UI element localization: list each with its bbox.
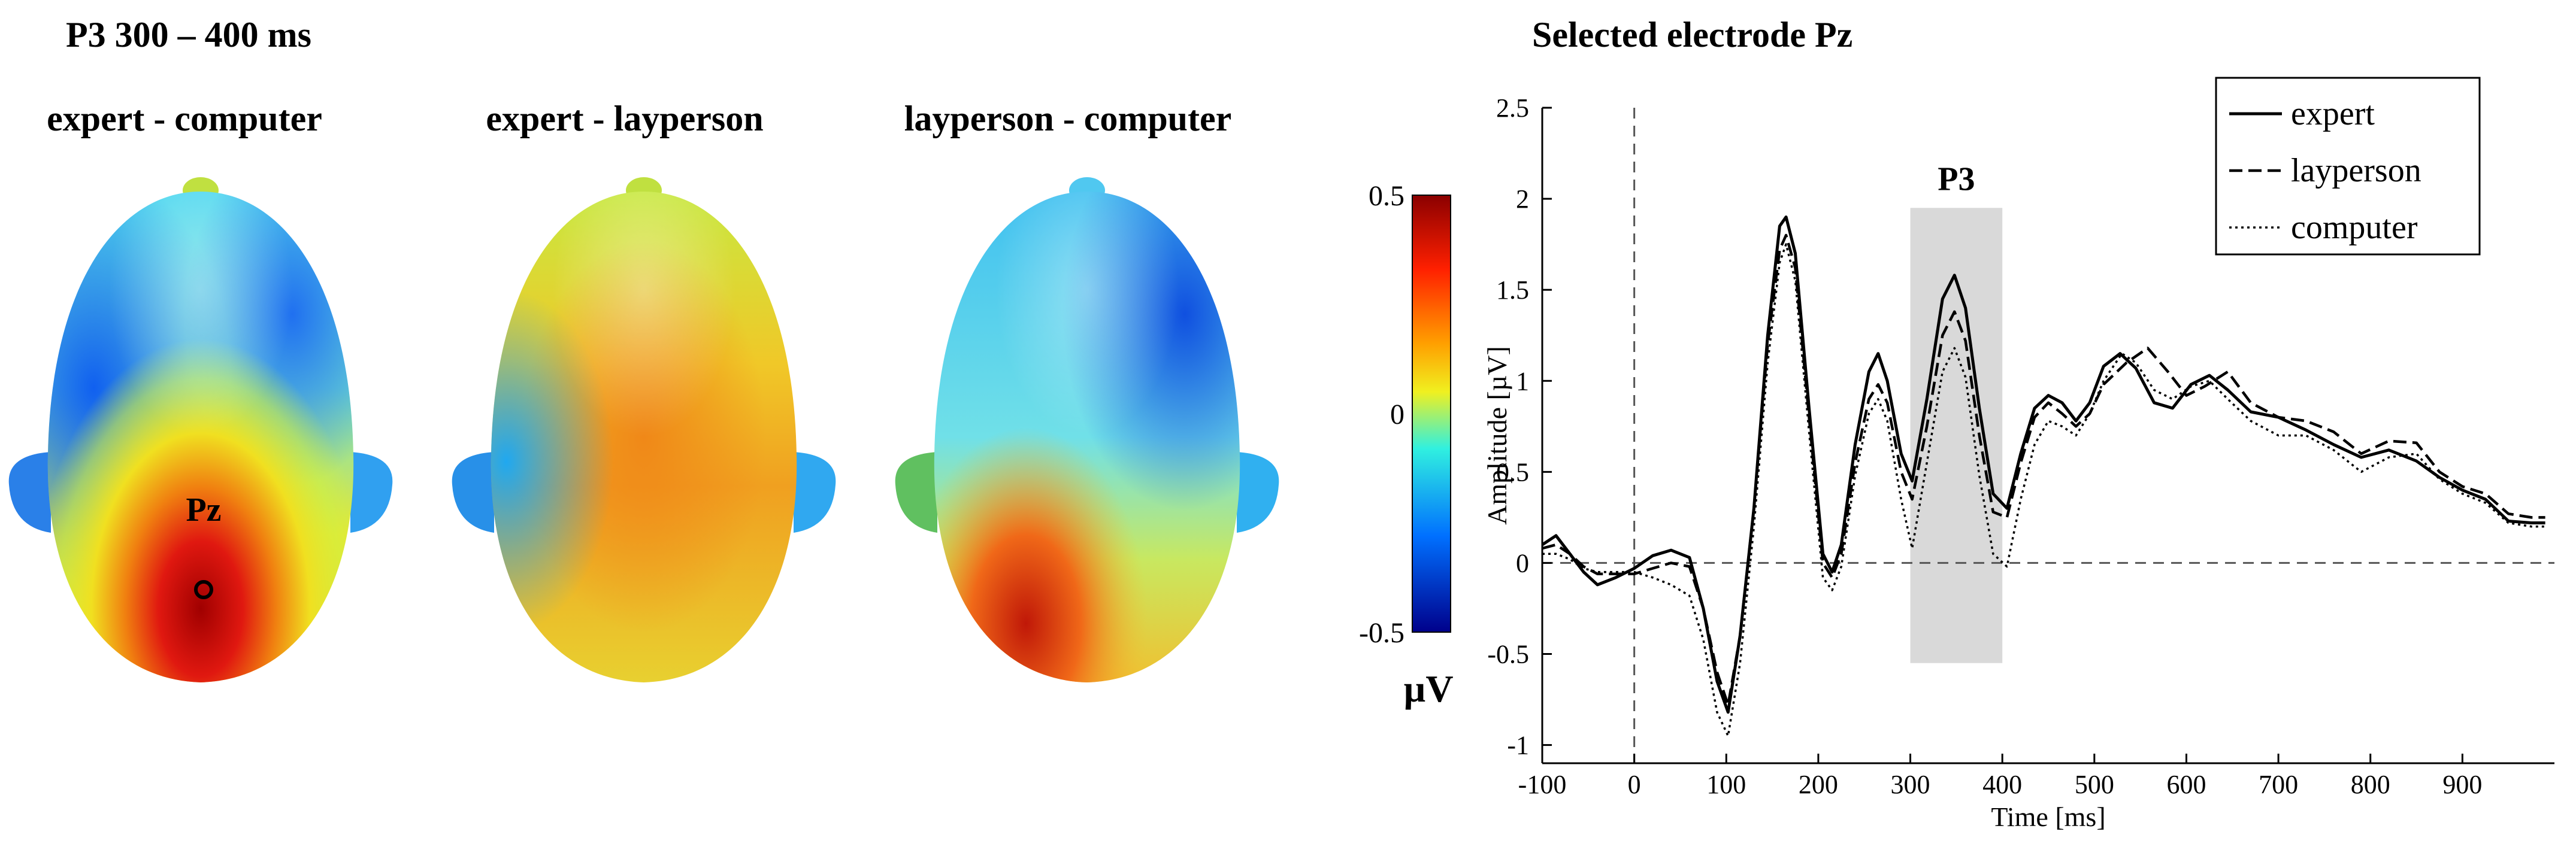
left-ear xyxy=(8,452,51,533)
x-tick-label: 800 xyxy=(2351,770,2390,799)
colorbar: 0.5 0 -0.5 µV xyxy=(1359,180,1454,710)
right-ear xyxy=(350,452,393,533)
x-tick-label: 0 xyxy=(1628,770,1641,799)
x-tick-label: 400 xyxy=(1982,770,2022,799)
legend: expert layperson computer xyxy=(2215,77,2481,256)
left-ear xyxy=(895,452,937,533)
colorbar-tick-zero: 0 xyxy=(1390,399,1404,430)
x-tick-label: 600 xyxy=(2166,770,2206,799)
legend-label-computer: computer xyxy=(2291,209,2418,246)
right-ear xyxy=(794,452,836,533)
series-line-computer xyxy=(1542,243,2545,737)
left-ear xyxy=(452,452,494,533)
x-tick-label: 300 xyxy=(1891,770,1930,799)
head-map-expert-computer: Pz xyxy=(8,177,393,682)
legend-label-layperson: layperson xyxy=(2291,152,2421,189)
x-tick-label: 900 xyxy=(2442,770,2482,799)
y-tick-label: -0.5 xyxy=(1487,640,1529,669)
colorbar-tick-max: 0.5 xyxy=(1369,180,1404,212)
series-layer xyxy=(1541,215,2545,737)
y-tick-label: 2.5 xyxy=(1496,93,1529,123)
series-line-layperson xyxy=(1542,233,2545,706)
y-tick-label: 1.5 xyxy=(1496,275,1529,305)
legend-label-expert: expert xyxy=(2291,95,2375,132)
x-tick-label: 200 xyxy=(1799,770,1838,799)
map-label-expert-computer: expert - computer xyxy=(47,99,322,138)
x-tick-label: 700 xyxy=(2259,770,2298,799)
electrode-marker-pz xyxy=(194,580,213,599)
colorbar-scale xyxy=(1412,195,1451,633)
chart-title: Selected electrode Pz xyxy=(1532,15,1852,54)
map-label-expert-layperson: expert - layperson xyxy=(486,99,763,138)
y-tick-label: 1 xyxy=(1516,366,1529,396)
reference-lines xyxy=(1542,108,2554,763)
axes: -1 -0.5 0 0.5 1 1.5 2 2.5 -100 0 100 200 300 400 500 60… xyxy=(1487,93,2554,799)
y-tick-label: 0 xyxy=(1516,548,1529,578)
p3-window-label: P3 xyxy=(1938,160,1975,198)
map-label-layperson-computer: layperson - computer xyxy=(904,99,1232,138)
head-map-layperson-computer xyxy=(895,177,1279,682)
right-ear xyxy=(1237,452,1279,533)
x-axis-label: Time [ms] xyxy=(1991,802,2105,832)
erp-chart: Selected electrode Pz P3 -1 -0.5 0 0.5 1 1.5 2… xyxy=(1482,15,2554,832)
x-tick-label: 500 xyxy=(2075,770,2114,799)
y-axis-label: Amplitude [µV] xyxy=(1482,346,1512,525)
colorbar-tick-min: -0.5 xyxy=(1359,617,1404,649)
x-tick-label: 100 xyxy=(1706,770,1746,799)
topography-panel: P3 300 – 400 ms expert - computer expert… xyxy=(8,15,1454,710)
head-map-expert-layperson xyxy=(452,177,836,682)
x-tick-label: -100 xyxy=(1518,770,1567,799)
colorbar-unit: µV xyxy=(1403,667,1453,710)
electrode-label-pz: Pz xyxy=(186,491,221,529)
y-tick-label: -1 xyxy=(1507,731,1529,760)
y-tick-label: 0.5 xyxy=(1496,457,1529,487)
left-panel-title: P3 300 – 400 ms xyxy=(66,15,311,54)
series-line-expert xyxy=(1541,215,2545,714)
legend-box xyxy=(2215,77,2481,256)
y-tick-label: 2 xyxy=(1516,184,1529,214)
